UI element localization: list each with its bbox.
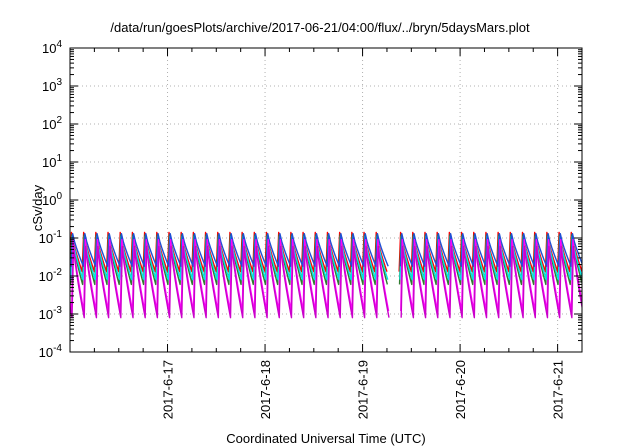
x-axis-label: Coordinated Universal Time (UTC) bbox=[226, 431, 426, 446]
y-tick-labels: 10-4 10-3 10-2 10-1 100 101 102 103 104 bbox=[39, 39, 63, 360]
x-tick-label: 2017-6-20 bbox=[453, 360, 468, 419]
x-tick-label: 2017-6-19 bbox=[356, 360, 371, 419]
y-tick-label: 10-1 bbox=[39, 229, 63, 246]
ticks bbox=[70, 47, 582, 353]
y-tick-label: 10-2 bbox=[39, 267, 63, 284]
chart-title: /data/run/goesPlots/archive/2017-06-21/0… bbox=[110, 20, 530, 35]
y-tick-label: 101 bbox=[42, 153, 62, 170]
series-group bbox=[70, 231, 582, 319]
series-line bbox=[70, 232, 582, 267]
x-tick-labels: 2017-6-17 2017-6-18 2017-6-19 2017-6-20 2017… bbox=[161, 360, 566, 419]
y-tick-label: 103 bbox=[42, 77, 62, 94]
y-tick-label: 10-4 bbox=[39, 343, 63, 360]
y-tick-label: 104 bbox=[42, 39, 62, 56]
x-tick-label: 2017-6-18 bbox=[258, 360, 273, 419]
series-line bbox=[70, 245, 582, 319]
y-tick-label: 100 bbox=[42, 191, 62, 208]
y-tick-label: 10-3 bbox=[39, 305, 63, 322]
x-tick-label: 2017-6-17 bbox=[161, 360, 176, 419]
y-tick-label: 102 bbox=[42, 115, 62, 132]
x-tick-label: 2017-6-21 bbox=[551, 360, 566, 419]
